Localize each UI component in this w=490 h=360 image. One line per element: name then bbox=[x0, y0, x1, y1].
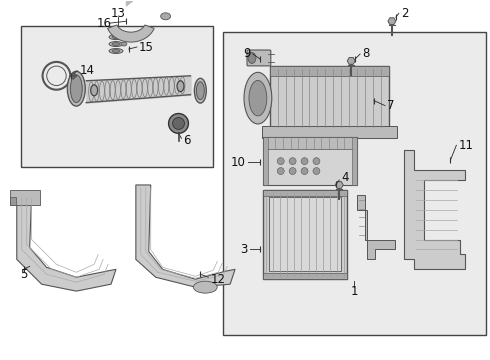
Circle shape bbox=[169, 113, 189, 133]
Bar bbox=[263, 190, 347, 196]
Bar bbox=[262, 126, 397, 138]
Ellipse shape bbox=[68, 71, 85, 106]
Polygon shape bbox=[357, 195, 395, 260]
Text: 9: 9 bbox=[243, 48, 250, 60]
Ellipse shape bbox=[91, 85, 98, 96]
Text: 2: 2 bbox=[401, 7, 408, 20]
Ellipse shape bbox=[71, 75, 82, 103]
Bar bbox=[352, 137, 357, 185]
Text: 5: 5 bbox=[20, 268, 27, 281]
Circle shape bbox=[313, 158, 320, 165]
Bar bbox=[269, 197, 341, 271]
Bar bbox=[22, 26, 214, 167]
Bar bbox=[10, 190, 40, 205]
Text: 7: 7 bbox=[387, 99, 394, 112]
Text: 6: 6 bbox=[183, 134, 191, 147]
Text: 11: 11 bbox=[458, 139, 473, 152]
Circle shape bbox=[313, 168, 320, 175]
Polygon shape bbox=[404, 150, 466, 269]
Text: 3: 3 bbox=[241, 243, 248, 256]
Ellipse shape bbox=[112, 50, 120, 53]
Circle shape bbox=[277, 158, 284, 165]
Ellipse shape bbox=[121, 42, 127, 46]
Ellipse shape bbox=[112, 42, 120, 46]
Ellipse shape bbox=[112, 36, 120, 39]
Bar bbox=[263, 137, 357, 185]
Ellipse shape bbox=[195, 78, 206, 103]
Circle shape bbox=[301, 168, 308, 175]
Ellipse shape bbox=[249, 80, 267, 116]
Ellipse shape bbox=[161, 13, 171, 20]
Ellipse shape bbox=[194, 281, 217, 293]
Ellipse shape bbox=[196, 82, 204, 100]
Bar bbox=[10, 197, 16, 205]
Ellipse shape bbox=[109, 41, 123, 46]
Circle shape bbox=[289, 168, 296, 175]
Polygon shape bbox=[388, 18, 396, 25]
Polygon shape bbox=[108, 25, 154, 42]
Polygon shape bbox=[335, 181, 343, 188]
Text: 14: 14 bbox=[79, 64, 94, 77]
Bar bbox=[223, 32, 486, 336]
Text: 13: 13 bbox=[111, 7, 125, 20]
Text: 8: 8 bbox=[362, 48, 369, 60]
Bar bbox=[263, 137, 268, 185]
Polygon shape bbox=[347, 58, 355, 64]
Circle shape bbox=[289, 158, 296, 165]
Polygon shape bbox=[17, 195, 116, 291]
Bar bbox=[263, 190, 347, 279]
FancyBboxPatch shape bbox=[247, 50, 271, 66]
FancyBboxPatch shape bbox=[270, 66, 389, 130]
Text: 12: 12 bbox=[210, 273, 225, 286]
Ellipse shape bbox=[177, 81, 184, 92]
Text: 4: 4 bbox=[341, 171, 349, 184]
Ellipse shape bbox=[244, 72, 272, 124]
Ellipse shape bbox=[248, 53, 256, 63]
Circle shape bbox=[301, 158, 308, 165]
Ellipse shape bbox=[109, 49, 123, 54]
Bar bbox=[270, 66, 389, 76]
Text: 15: 15 bbox=[139, 41, 154, 54]
Ellipse shape bbox=[109, 35, 123, 40]
Circle shape bbox=[277, 168, 284, 175]
Polygon shape bbox=[136, 185, 235, 287]
Text: 10: 10 bbox=[231, 156, 246, 168]
Text: 1: 1 bbox=[350, 285, 358, 298]
Bar bbox=[263, 273, 347, 279]
Circle shape bbox=[172, 117, 184, 129]
Bar bbox=[265, 137, 355, 149]
Text: 16: 16 bbox=[97, 17, 112, 30]
